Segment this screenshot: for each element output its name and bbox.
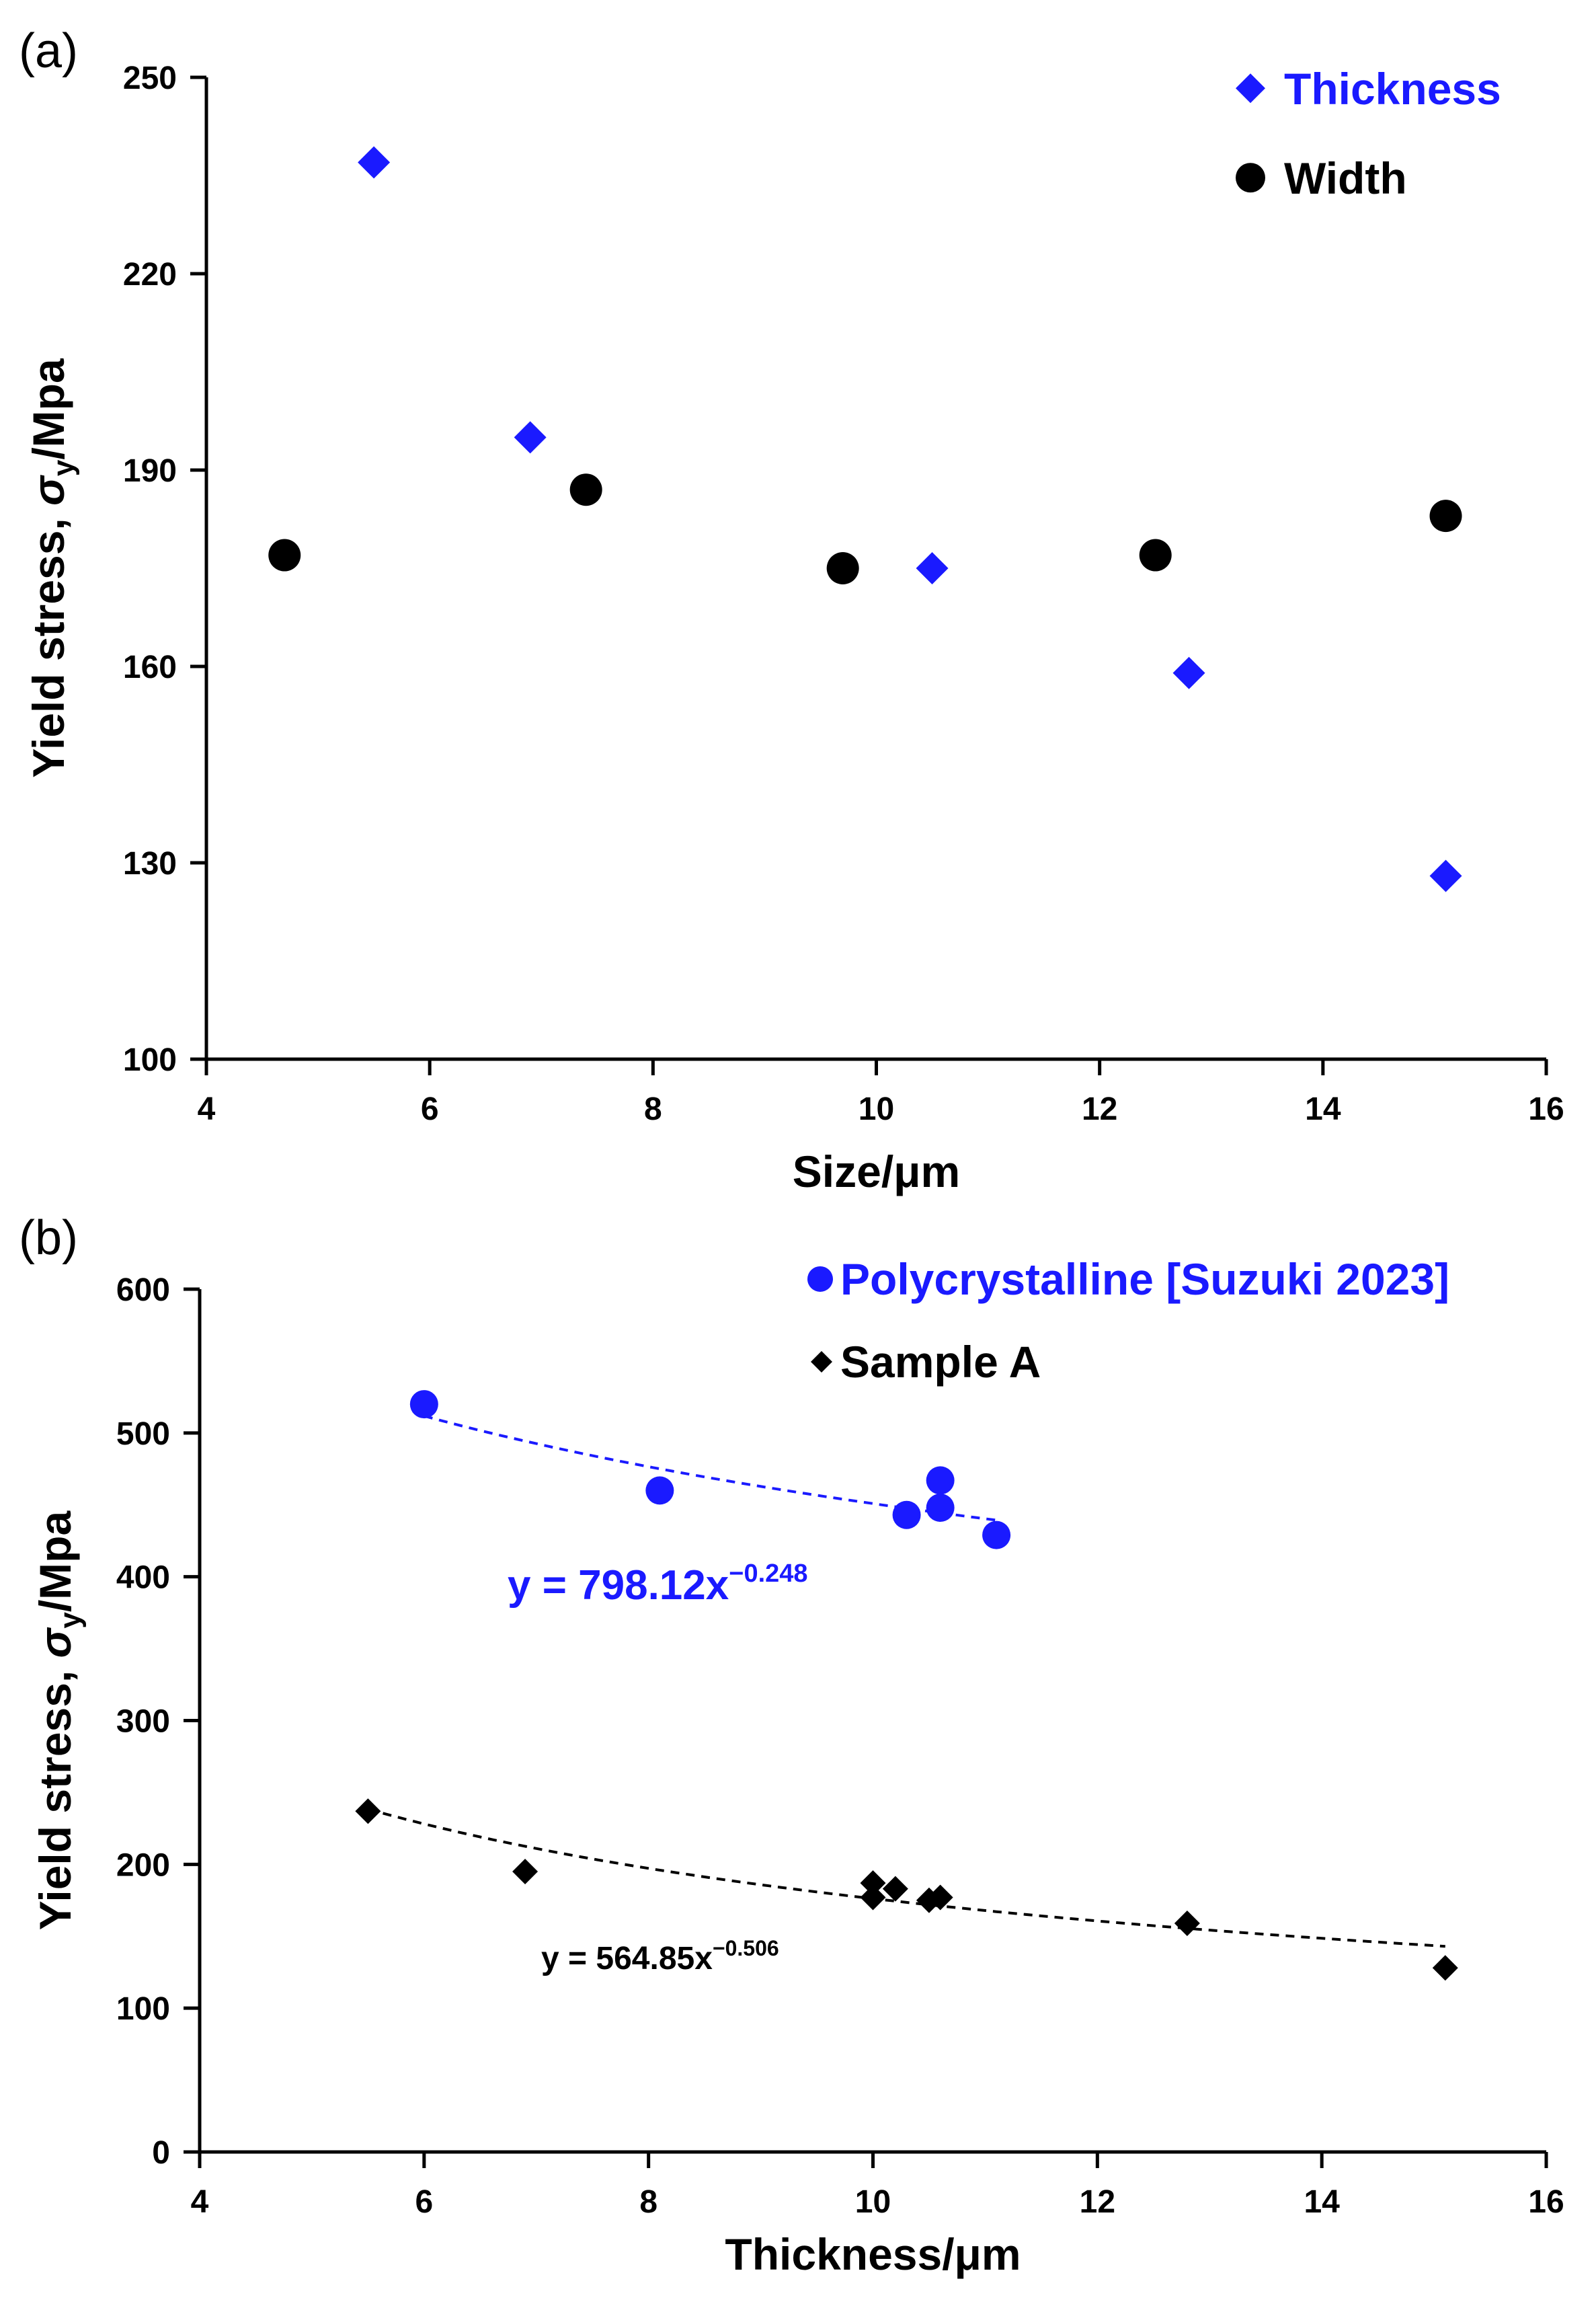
panel-b-point-diamond-1-3 [860, 1884, 886, 1911]
panel-b-point-diamond-1-1 [512, 1859, 538, 1885]
panel-b-x-tick-label: 6 [415, 2184, 433, 2220]
panel-a-x-tick-label: 12 [1082, 1091, 1117, 1127]
panel-b-x-tick-label: 4 [191, 2184, 209, 2220]
panel-b-trendline-1 [367, 1808, 1445, 1948]
panel-b-point-diamond-1-4 [882, 1876, 908, 1902]
panel-b-trend-equation-1: y = 564.85x−0.506 [541, 1936, 779, 1976]
panel-b-y-tick-label: 200 [116, 1847, 170, 1883]
panel-a-point-diamond-0-4 [1429, 859, 1462, 892]
panel-b-y-tick-label: 600 [116, 1272, 170, 1308]
panel-b-point-circle-0-1 [645, 1476, 674, 1505]
panel-a-point-diamond-0-1 [514, 421, 547, 454]
panel-a-point-circle-1-3 [1139, 539, 1172, 572]
panel-a-point-diamond-0-2 [916, 552, 949, 584]
panel-a-y-tick-label: 190 [123, 453, 177, 489]
panel-a-y-tick-label: 250 [123, 61, 177, 96]
panel-a-legend-label-1: Width [1284, 153, 1407, 203]
panel-b-y-tick-label: 0 [152, 2135, 170, 2171]
panel-a-x-axis-title: Size/μm [793, 1147, 960, 1196]
panel-b-point-diamond-1-0 [355, 1798, 381, 1824]
panel-a-y-tick-label: 220 [123, 257, 177, 293]
panel-a-y-tick-label: 160 [123, 650, 177, 685]
panel-a-legend-marker-0 [1236, 73, 1265, 104]
panel-a-x-tick-label: 10 [859, 1091, 894, 1127]
panel-b-point-diamond-1-7 [1174, 1911, 1200, 1937]
panel-b-x-tick-label: 16 [1528, 2184, 1564, 2220]
panel-b-point-diamond-1-8 [1432, 1955, 1458, 1981]
panel-a-point-diamond-0-0 [358, 146, 391, 179]
panel-b-point-circle-0-0 [409, 1390, 438, 1419]
panel-b-x-tick-label: 10 [855, 2184, 891, 2220]
panel-b-y-tick-label: 300 [116, 1704, 170, 1740]
panel-b-x-tick-label: 8 [639, 2184, 657, 2220]
panel-b-legend-label-1: Sample A [840, 1337, 1041, 1387]
panel-a-chart: (a) 4 6 8 10 12 14 16 100 130 160 190 220 250 Size/μm Y… [19, 24, 1564, 1196]
panel-b-point-circle-0-3 [926, 1494, 955, 1523]
panel-b-x-tick-label: 14 [1304, 2184, 1340, 2220]
panel-b-x-axis-title: Thickness/μm [725, 2229, 1021, 2279]
panel-a-point-circle-1-0 [268, 539, 301, 572]
panel-a-y-axis-title: Yield stress, σy/Mpa [24, 358, 80, 778]
panel-b-point-circle-0-2 [892, 1500, 921, 1529]
panel-a-legend-marker-1 [1236, 163, 1265, 193]
panel-b-point-circle-0-5 [982, 1520, 1011, 1549]
panel-a-y-tick-label: 100 [123, 1042, 177, 1078]
panel-b-y-axis-title: Yield stress, σy/Mpa [30, 1510, 87, 1931]
panel-a-x-tick-label: 4 [198, 1091, 216, 1127]
panel-b-x-tick-label: 12 [1080, 2184, 1115, 2220]
panel-b-trend-equation-0: y = 798.12x−0.248 [508, 1560, 808, 1609]
panel-a-x-tick-label: 6 [421, 1091, 439, 1127]
panel-b-point-diamond-1-6 [927, 1884, 953, 1911]
panel-b-legend-marker-1 [811, 1350, 832, 1373]
panel-b-y-tick-label: 400 [116, 1560, 170, 1596]
panel-a-x-tick-label: 14 [1305, 1091, 1341, 1127]
panel-b-y-tick-label: 500 [116, 1416, 170, 1452]
panel-a-point-circle-1-2 [826, 552, 859, 584]
panel-b-y-tick-label: 100 [116, 1991, 170, 2027]
panel-a-x-tick-label: 16 [1528, 1091, 1564, 1127]
panel-b-legend-marker-0 [807, 1266, 833, 1292]
panel-a-point-circle-1-4 [1429, 500, 1462, 533]
panel-a-point-diamond-0-3 [1172, 656, 1205, 689]
panel-b-label: (b) [19, 1211, 78, 1265]
panel-b-chart: (b) 4 6 8 10 12 14 16 0 100 200 300 400 500 600 Thickne… [19, 1211, 1564, 2279]
panel-a-y-tick-label: 130 [123, 846, 177, 882]
panel-a-x-tick-label: 8 [644, 1091, 662, 1127]
panel-a-point-circle-1-1 [569, 473, 602, 506]
panel-a-legend-label-0: Thickness [1284, 64, 1501, 114]
panel-a-label: (a) [19, 24, 78, 78]
panel-b-point-diamond-1-2 [860, 1870, 886, 1896]
panel-b-point-circle-0-4 [926, 1466, 955, 1495]
panel-b-legend-label-0: Polycrystalline [Suzuki 2023] [840, 1254, 1449, 1304]
